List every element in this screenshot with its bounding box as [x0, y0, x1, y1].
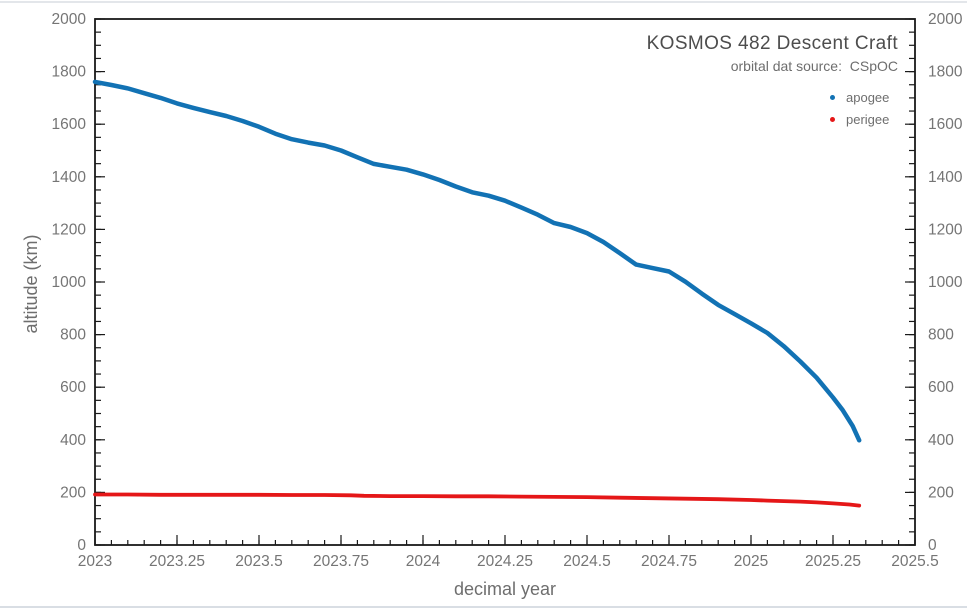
y-tick-label-left: 400 [60, 432, 86, 449]
y-axis-title: altitude (km) [21, 234, 41, 334]
y-tick-label-left: 1200 [52, 221, 87, 238]
x-tick-label: 2023.75 [313, 553, 369, 570]
y-tick-label-right: 800 [928, 327, 954, 344]
legend-item-perigee: perigee [830, 111, 889, 127]
x-tick-label: 2025.25 [805, 553, 861, 570]
legend-item-apogee: apogee [830, 89, 889, 105]
legend-label-apogee: apogee [846, 89, 890, 105]
y-tick-label-left: 1400 [52, 169, 87, 186]
y-tick-label-right: 2000 [928, 11, 963, 28]
x-tick-label: 2024.25 [477, 553, 533, 570]
y-tick-label-right: 200 [928, 484, 954, 501]
x-tick-label: 2024.75 [641, 553, 697, 570]
x-tick-label: 2024 [406, 553, 441, 570]
y-tick-label-left: 800 [60, 327, 86, 344]
perigee-series-line [93, 492, 862, 508]
y-tick-label-left: 1000 [52, 274, 87, 291]
legend-label-perigee: perigee [846, 111, 890, 127]
x-tick-label: 2023.25 [149, 553, 205, 570]
x-tick-label: 2024.5 [563, 553, 610, 570]
y-tick-label-right: 1000 [928, 274, 963, 291]
x-tick-label: 2025 [734, 553, 768, 570]
x-axis-title: decimal year [453, 579, 557, 599]
y-tick-label-left: 2000 [52, 11, 87, 28]
x-tick-label: 2025.5 [891, 553, 938, 570]
apogee-marker-icon [830, 94, 835, 100]
perigee-marker-icon [830, 116, 835, 122]
plot-frame [94, 18, 916, 546]
window-bottom-border [0, 606, 967, 608]
y-tick-label-right: 600 [928, 379, 954, 396]
y-tick-label-right: 0 [928, 537, 937, 554]
apogee-series-line [92, 79, 862, 443]
y-tick-label-left: 0 [77, 537, 86, 554]
window-top-border [0, 1, 967, 3]
y-tick-label-left: 1800 [52, 64, 87, 81]
y-tick-label-right: 400 [928, 432, 954, 449]
y-tick-label-left: 1600 [52, 116, 87, 133]
y-tick-label-left: 200 [60, 484, 86, 501]
y-tick-label-left: 600 [60, 379, 86, 396]
x-tick-label: 2023.5 [235, 553, 282, 570]
y-tick-label-right: 1800 [928, 64, 963, 81]
chart-title: KOSMOS 482 Descent Craft [646, 33, 898, 54]
legend: apogee perigee [830, 89, 889, 133]
x-tick-label: 2023 [78, 553, 112, 570]
y-tick-label-right: 1600 [928, 116, 963, 133]
y-tick-label-right: 1400 [928, 169, 963, 186]
chart-source-note: orbital dat source: CSpOC [730, 58, 898, 74]
y-tick-label-right: 1200 [928, 221, 963, 238]
